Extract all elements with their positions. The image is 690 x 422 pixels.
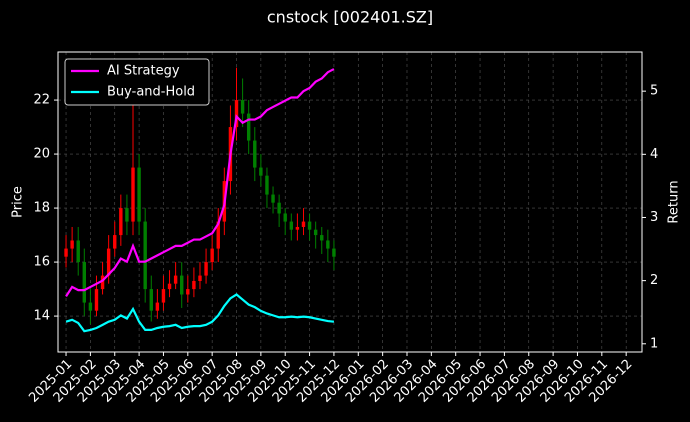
candle-body [326, 240, 330, 249]
candle-body [119, 208, 123, 236]
y2-tick-label: 2 [650, 273, 658, 288]
candle-body [192, 280, 196, 290]
candle-body [82, 262, 87, 303]
candle-body [301, 221, 306, 227]
chart-title: cnstock [002401.SZ] [267, 8, 433, 27]
y2-tick-label: 5 [650, 84, 658, 99]
y2-tick-label: 3 [650, 210, 658, 225]
candle-body [186, 289, 190, 295]
candle-body [265, 175, 269, 195]
y-tick-label: 16 [33, 255, 50, 270]
y-axis-label: Price [11, 186, 26, 218]
candle-body [307, 221, 312, 230]
candle-body [88, 302, 93, 311]
candle-body [277, 202, 281, 214]
candle-body [216, 221, 220, 249]
y-tick-label: 14 [33, 309, 50, 324]
legend-label: AI Strategy [107, 64, 180, 79]
candle-body [70, 240, 74, 249]
candle-body [253, 140, 257, 168]
candle-body [204, 262, 208, 276]
candle-body [137, 167, 141, 222]
candle-body [113, 235, 117, 249]
series-line [65, 293, 335, 333]
candle-body [143, 221, 147, 290]
candle-body [64, 248, 68, 257]
candle-body [149, 289, 153, 311]
candle-body [155, 302, 160, 311]
legend-box [64, 58, 210, 106]
y-tick-label: 20 [33, 147, 50, 162]
candle-body [106, 248, 111, 276]
candle-body [198, 275, 202, 281]
candle-body [289, 221, 294, 230]
y-tick-label: 22 [33, 93, 50, 108]
candle-body [320, 235, 324, 241]
candle-body [313, 229, 318, 236]
legend-label: Buy-and-Hold [107, 85, 195, 100]
y2-tick-label: 1 [650, 336, 658, 351]
candle-body [234, 100, 239, 128]
y2-tick-label: 4 [650, 147, 658, 162]
candle-body [76, 240, 80, 263]
y-tick-label: 18 [33, 201, 50, 216]
candle-body [173, 275, 178, 284]
candle-body [283, 213, 287, 222]
candle-body [125, 208, 129, 222]
candle-body [180, 275, 184, 295]
candle-body [332, 248, 336, 257]
plot-frame [57, 51, 643, 353]
legend: AI Strategy Buy-and-Hold [64, 58, 210, 106]
y2-axis-label: Return [667, 180, 682, 223]
candle-body [240, 100, 245, 114]
candle-body [100, 275, 105, 290]
candle-body [94, 289, 99, 311]
series-line [65, 68, 335, 298]
candle-body [295, 226, 300, 230]
candle-body [167, 283, 172, 290]
candle-body [161, 289, 166, 303]
candle-body [271, 194, 275, 203]
candle-body [246, 113, 251, 141]
candle-body [210, 248, 214, 263]
candle-body [131, 167, 135, 222]
candle-body [259, 167, 263, 176]
